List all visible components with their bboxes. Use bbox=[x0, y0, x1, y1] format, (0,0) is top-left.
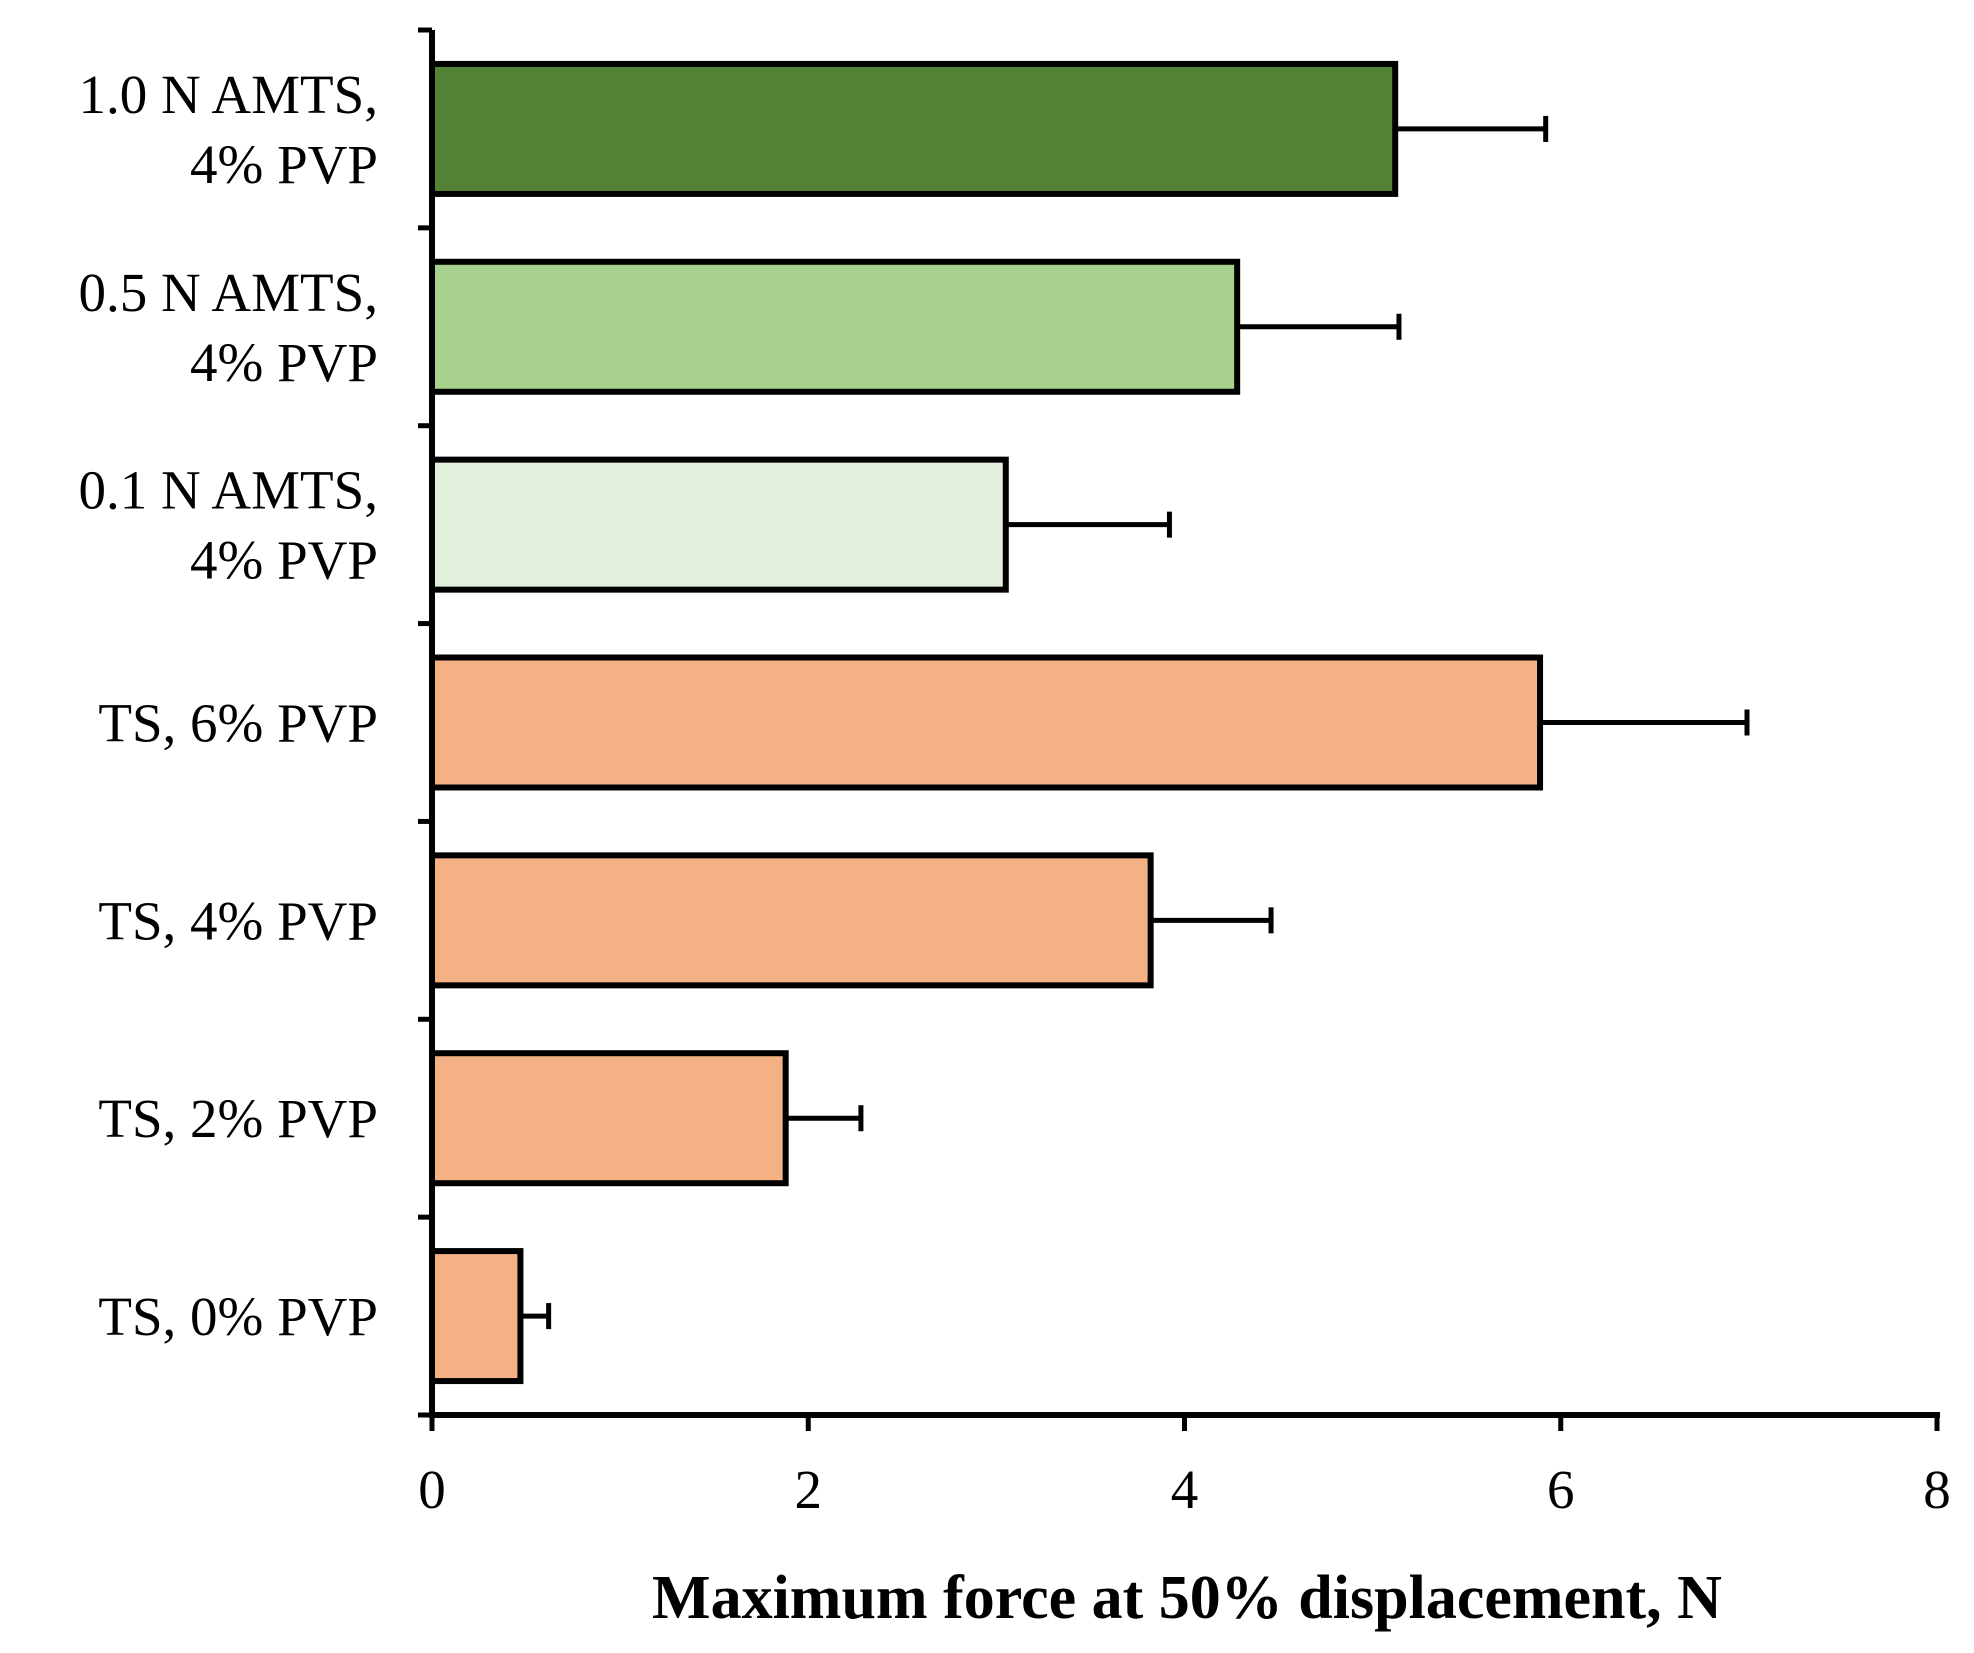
error-bars-layer bbox=[520, 115, 1750, 1330]
bar-5 bbox=[429, 1050, 789, 1187]
category-label: 4% PVP bbox=[190, 530, 378, 591]
category-label: TS, 4% PVP bbox=[98, 890, 378, 951]
bar-4 bbox=[429, 852, 1154, 989]
bar-3 bbox=[429, 654, 1544, 791]
bars-layer bbox=[429, 60, 1544, 1385]
category-label: TS, 0% PVP bbox=[98, 1286, 378, 1347]
bar-6 bbox=[429, 1248, 524, 1385]
bar-2 bbox=[429, 456, 1009, 593]
category-label: 0.1 N AMTS, bbox=[79, 460, 379, 521]
axes-layer bbox=[418, 27, 1940, 1431]
category-label: TS, 2% PVP bbox=[98, 1088, 378, 1149]
category-label: 4% PVP bbox=[190, 134, 378, 195]
bar-0 bbox=[429, 60, 1399, 197]
x-tick-label: 0 bbox=[418, 1459, 446, 1520]
category-label: 4% PVP bbox=[190, 332, 378, 393]
category-label: TS, 6% PVP bbox=[98, 693, 378, 754]
x-axis-title: Maximum force at 50% displacement, N bbox=[652, 1564, 1722, 1632]
x-tick-label: 8 bbox=[1923, 1459, 1951, 1520]
x-tick-label: 4 bbox=[1171, 1459, 1199, 1520]
category-label: 1.0 N AMTS, bbox=[79, 64, 379, 125]
bar-1 bbox=[429, 258, 1241, 395]
labels-layer: 1.0 N AMTS, 4% PVP 0.5 N AMTS, 4% PVP 0.1 N … bbox=[79, 64, 1951, 1520]
category-label: 0.5 N AMTS, bbox=[79, 262, 379, 323]
x-tick-label: 2 bbox=[795, 1459, 823, 1520]
x-tick-label: 6 bbox=[1547, 1459, 1575, 1520]
